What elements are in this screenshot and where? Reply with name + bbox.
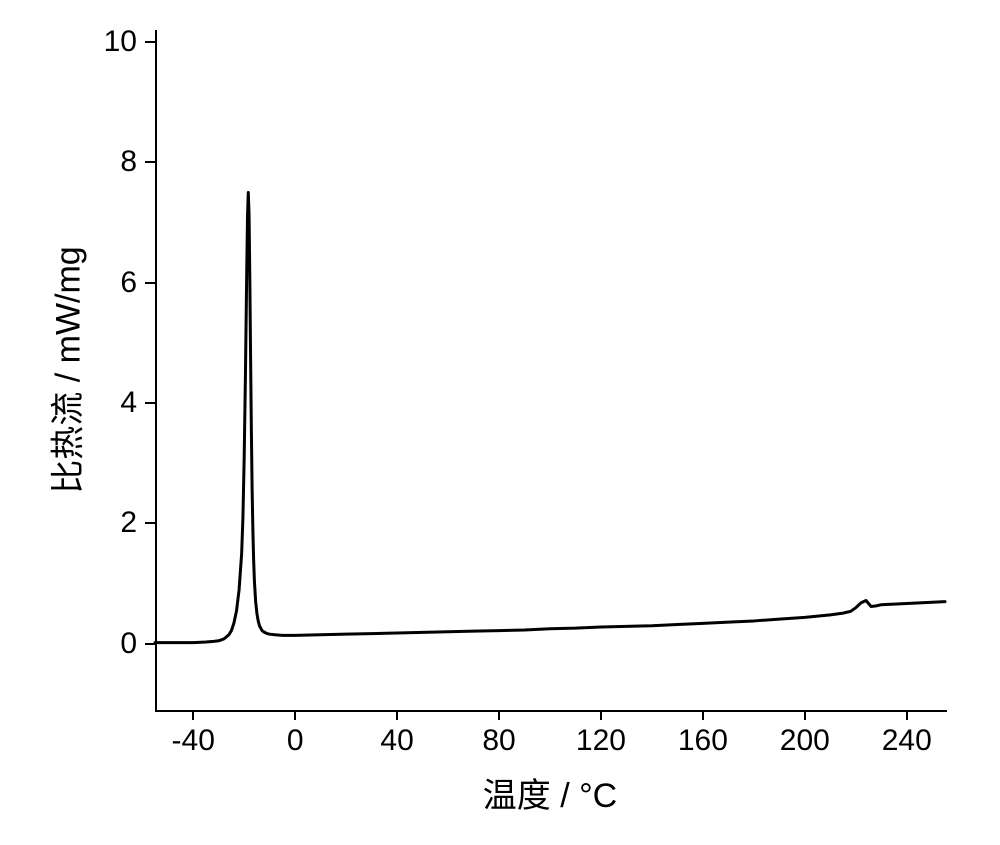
x-tick-label: 160 (678, 724, 728, 758)
x-tick-label: 120 (576, 724, 626, 758)
x-tick-label: 40 (380, 724, 413, 758)
x-tick-mark (498, 710, 500, 720)
x-tick-mark (396, 710, 398, 720)
y-tick-mark (145, 161, 155, 163)
y-tick-mark (145, 402, 155, 404)
y-tick-mark (145, 282, 155, 284)
x-tick-label: 200 (780, 724, 830, 758)
x-tick-mark (192, 710, 194, 720)
y-tick-label: 10 (87, 25, 137, 59)
x-tick-label: -40 (172, 724, 215, 758)
x-tick-mark (294, 710, 296, 720)
x-tick-label: 80 (482, 724, 515, 758)
chart-container: 温度 / °C 比热流 / mW/mg -4004080120160200240… (0, 0, 1000, 845)
y-tick-label: 4 (87, 386, 137, 420)
x-tick-mark (804, 710, 806, 720)
y-tick-mark (145, 522, 155, 524)
y-tick-mark (145, 41, 155, 43)
dsc-curve-path (155, 192, 945, 642)
x-tick-mark (906, 710, 908, 720)
y-tick-label: 8 (87, 145, 137, 179)
x-tick-mark (600, 710, 602, 720)
x-tick-label: 240 (882, 724, 932, 758)
y-tick-mark (145, 643, 155, 645)
y-tick-label: 6 (87, 266, 137, 300)
x-tick-mark (702, 710, 704, 720)
x-tick-label: 0 (287, 724, 304, 758)
y-tick-label: 2 (87, 506, 137, 540)
y-tick-label: 0 (87, 627, 137, 661)
